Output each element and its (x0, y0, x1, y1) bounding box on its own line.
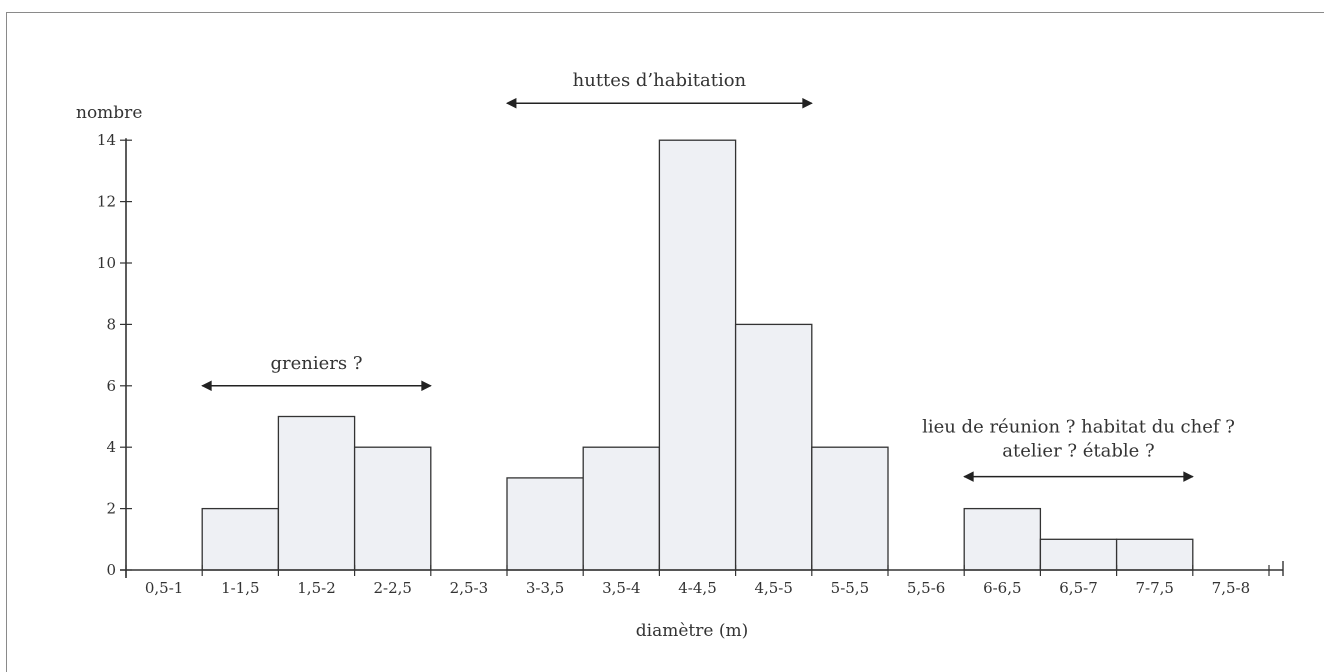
x-axis-label: diamètre (m) (636, 621, 748, 641)
bar-2 (277, 415, 356, 571)
annotation-label-2: lieu de réunion ? habitat du chef ? (922, 417, 1235, 438)
annotation-label-0: greniers ? (271, 353, 363, 374)
y-tick-label-12: 12 (97, 193, 116, 211)
bar-7 (658, 139, 737, 571)
annotation-label-1: huttes d’habitation (573, 70, 747, 91)
bar-12 (1039, 538, 1118, 571)
annotation-label-2-line2: atelier ? étable ? (1002, 441, 1154, 462)
y-tick-label-8: 8 (106, 315, 116, 333)
y-tick-label-6: 6 (106, 377, 116, 395)
bar-13 (1115, 538, 1194, 571)
x-tick-label-6: 3,5-4 (602, 579, 640, 597)
bar-1 (201, 507, 280, 571)
x-tick-label-10: 5,5-6 (907, 579, 945, 597)
x-tick-label-4: 2,5-3 (450, 579, 488, 597)
x-tick-label-9: 5-5,5 (831, 579, 869, 597)
x-tick-label-1: 1-1,5 (221, 579, 259, 597)
y-tick-label-10: 10 (97, 254, 116, 272)
bar-5 (506, 477, 584, 571)
y-axis-label: nombre (76, 103, 142, 123)
x-tick-label-8: 4,5-5 (754, 579, 792, 597)
y-tick-label-4: 4 (106, 438, 116, 456)
x-tick-label-2: 1,5-2 (297, 579, 335, 597)
bar-11 (963, 507, 1042, 571)
bar-9 (811, 446, 889, 571)
y-tick-label-2: 2 (106, 500, 116, 518)
y-tick-label-0: 0 (106, 561, 116, 579)
x-tick-label-14: 7,5-8 (1212, 579, 1250, 597)
bars-group (201, 139, 1194, 571)
bar-8 (734, 323, 813, 571)
x-tick-label-0: 0,5-1 (145, 579, 183, 597)
annotations-group: greniers ? huttes d’habitation lieu de réu… (201, 70, 1235, 482)
x-tick-label-12: 6,5-7 (1059, 579, 1097, 597)
x-tick-label-5: 3-3,5 (526, 579, 564, 597)
bar-3 (353, 446, 432, 571)
bar-6 (582, 446, 661, 571)
x-tick-label-3: 2-2,5 (373, 579, 411, 597)
x-tick-label-7: 4-4,5 (678, 579, 716, 597)
x-tick-label-11: 6-6,5 (983, 579, 1021, 597)
y-tick-label-14: 14 (97, 131, 116, 149)
x-tick-label-13: 7-7,5 (1135, 579, 1173, 597)
axes-group: 0 2 4 6 8 10 12 14 0,5-1 1-1,5 1,5-2 2-2,5 2,5-3 3-3,… (97, 131, 1284, 597)
chart-frame (6, 12, 1324, 672)
